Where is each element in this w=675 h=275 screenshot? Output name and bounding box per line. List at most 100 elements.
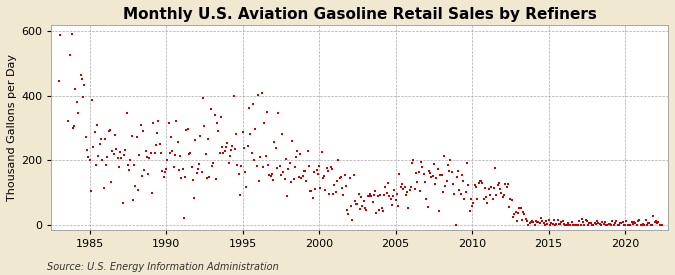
Point <box>560 223 570 227</box>
Point <box>502 185 512 189</box>
Point <box>79 83 90 88</box>
Point <box>469 183 480 187</box>
Point <box>472 197 483 202</box>
Point <box>112 156 123 160</box>
Point <box>59 3 70 7</box>
Point <box>82 148 92 152</box>
Point <box>420 180 431 184</box>
Point <box>525 219 536 224</box>
Point <box>273 110 284 115</box>
Point <box>641 223 652 227</box>
Point <box>453 169 464 173</box>
Point <box>370 189 381 193</box>
Point <box>260 153 271 158</box>
Point <box>184 152 194 156</box>
Point <box>132 135 142 139</box>
Point <box>375 193 385 197</box>
Point <box>275 173 286 178</box>
Point <box>313 172 323 176</box>
Point <box>612 223 623 227</box>
Point <box>168 165 179 169</box>
Point <box>649 220 660 224</box>
Point <box>175 154 186 159</box>
Point <box>335 174 346 179</box>
Point <box>86 98 97 102</box>
Point <box>578 219 589 224</box>
Point <box>587 223 597 227</box>
Point <box>139 167 150 172</box>
Point <box>390 198 401 202</box>
Point <box>362 194 373 198</box>
Point <box>376 206 387 211</box>
Title: Monthly U.S. Aviation Gasoline Retail Sales by Refiners: Monthly U.S. Aviation Gasoline Retail Sa… <box>123 7 597 22</box>
Point <box>655 223 666 227</box>
Point <box>556 220 567 224</box>
Point <box>234 171 244 176</box>
Point <box>78 95 88 99</box>
Point <box>314 163 325 168</box>
Point <box>500 182 511 186</box>
Point <box>492 183 503 188</box>
Point <box>185 151 196 155</box>
Point <box>219 148 230 153</box>
Point <box>211 177 221 181</box>
Point <box>579 223 590 227</box>
Point <box>640 218 651 222</box>
Point <box>288 176 299 181</box>
Point <box>180 175 190 179</box>
Point <box>331 179 342 183</box>
Point <box>73 111 84 116</box>
Point <box>402 190 412 194</box>
Point <box>463 183 474 187</box>
Point <box>518 210 529 214</box>
Point <box>261 109 272 114</box>
Point <box>414 189 425 193</box>
Point <box>116 156 127 160</box>
Point <box>455 192 466 196</box>
Point <box>588 223 599 227</box>
Point <box>393 204 404 208</box>
Point <box>101 163 111 167</box>
Point <box>426 174 437 179</box>
Point <box>615 220 626 225</box>
Point <box>489 185 500 190</box>
Point <box>129 163 140 167</box>
Point <box>475 179 485 183</box>
Point <box>223 161 234 165</box>
Point <box>616 221 627 225</box>
Point <box>306 189 317 193</box>
Point <box>519 211 530 216</box>
Point <box>421 197 431 202</box>
Point <box>487 197 498 202</box>
Point <box>237 130 248 134</box>
Point <box>591 222 601 226</box>
Point <box>235 193 246 198</box>
Point <box>351 202 362 206</box>
Point <box>505 197 516 201</box>
Point <box>255 155 266 159</box>
Point <box>207 163 217 168</box>
Point <box>189 196 200 200</box>
Point <box>259 121 269 126</box>
Point <box>215 114 226 119</box>
Point <box>250 127 261 131</box>
Point <box>432 167 443 171</box>
Point <box>300 169 310 173</box>
Point <box>146 191 157 196</box>
Point <box>423 168 434 173</box>
Point <box>192 166 203 171</box>
Point <box>601 222 612 227</box>
Point <box>83 155 94 159</box>
Point <box>539 223 550 227</box>
Point <box>99 136 110 141</box>
Point <box>333 158 344 163</box>
Point <box>593 221 604 226</box>
Point <box>647 223 657 227</box>
Point <box>598 221 609 226</box>
Point <box>403 206 414 211</box>
Point <box>439 154 450 158</box>
Point <box>625 223 636 227</box>
Point <box>638 222 649 226</box>
Point <box>631 223 642 227</box>
Point <box>386 203 397 207</box>
